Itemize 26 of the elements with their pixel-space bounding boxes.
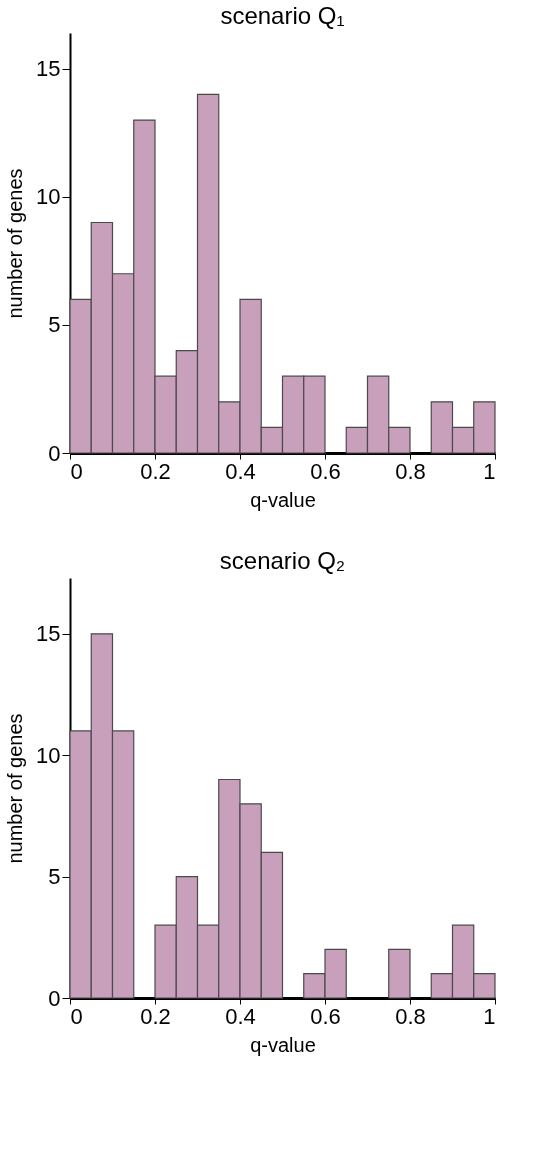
y-tick-label: 15	[36, 56, 61, 82]
x-tick-label: 0.8	[395, 1003, 426, 1029]
y-tick-label: 10	[36, 184, 61, 210]
chart-title: scenario Q₂	[219, 547, 346, 574]
x-tick-label: 0.8	[395, 458, 426, 484]
x-tick-label: 1	[483, 458, 496, 484]
x-tick-label: 0.6	[310, 1003, 341, 1029]
x-tick-label: 1	[483, 1003, 496, 1029]
x-tick-label: 0.4	[225, 1003, 256, 1029]
x-tick-label: 0.2	[140, 1003, 171, 1029]
x-tick-label: 0	[70, 1003, 83, 1029]
x-axis-title: q-value	[250, 1033, 316, 1056]
y-axis-title: number of genes	[4, 713, 27, 864]
x-tick-label: 0	[70, 458, 83, 484]
x-tick-label: 0.2	[140, 458, 171, 484]
x-tick-label: 0.6	[310, 458, 341, 484]
y-tick-label: 5	[48, 312, 61, 338]
y-axis-title: number of genes	[4, 168, 27, 319]
y-tick-label: 0	[48, 440, 61, 466]
y-tick-label: 15	[36, 621, 61, 647]
x-axis-title: q-value	[250, 488, 316, 511]
x-tick-label: 0.4	[225, 458, 256, 484]
y-tick-label: 0	[48, 985, 61, 1011]
y-tick-label: 10	[36, 742, 61, 768]
y-tick-label: 5	[48, 864, 61, 890]
chart-title: scenario Q₁	[220, 2, 345, 29]
